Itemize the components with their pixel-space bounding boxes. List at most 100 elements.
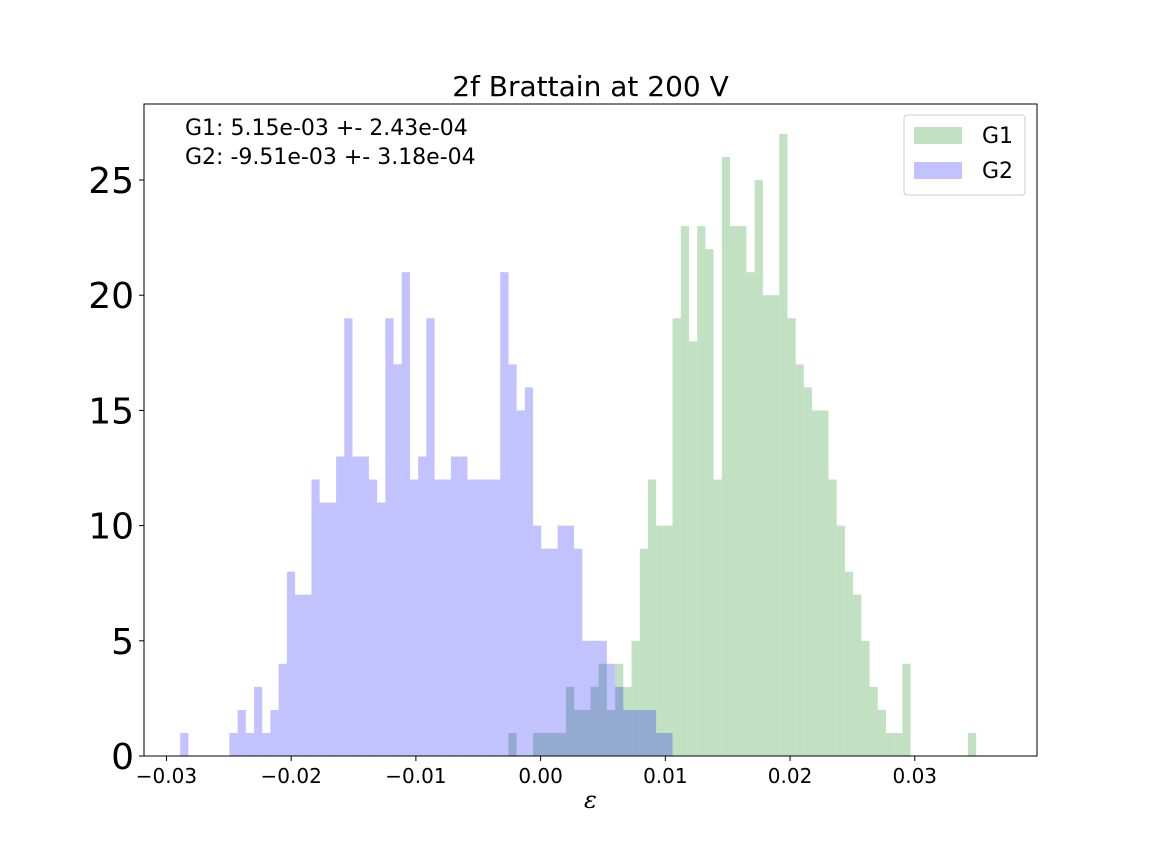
bar-g1-53 — [615, 663, 624, 756]
bar-g1-61 — [680, 226, 689, 756]
y-tick-label: 20 — [88, 276, 134, 317]
bar-g1-64 — [705, 249, 714, 756]
x-tick-label: 0.01 — [643, 764, 688, 788]
bar-g1-43 — [533, 732, 542, 756]
x-tick-label: 0.02 — [768, 764, 813, 788]
bar-g2-46 — [557, 525, 566, 756]
bar-g2-29 — [418, 456, 427, 756]
x-axis: −0.03 −0.02 −0.01 0.00 0.01 0.02 0.03 — [136, 756, 937, 788]
bar-g2-33 — [450, 456, 460, 756]
bar-g2-16 — [311, 479, 320, 756]
bar-g2-28 — [409, 479, 419, 756]
bar-g1-71 — [762, 295, 772, 756]
bar-g1-50 — [590, 686, 599, 756]
bar-g1-82 — [853, 594, 862, 756]
series-g2-bars — [180, 272, 673, 756]
bar-g2-52 — [606, 663, 616, 756]
bar-g2-37 — [483, 479, 493, 756]
bar-g1-72 — [771, 295, 780, 756]
y-tick-label: 25 — [88, 161, 134, 202]
bar-g2-49 — [582, 640, 591, 756]
bar-g2-56 — [639, 709, 648, 756]
axes-frame — [143, 103, 1038, 757]
bar-g2-7 — [237, 709, 246, 756]
legend-box — [903, 114, 1026, 196]
bar-g2-8 — [245, 732, 255, 756]
annotation-g1: G1: 5.15e-03 +- 2.43e-04 — [185, 116, 468, 141]
bar-g2-39 — [500, 272, 509, 756]
bar-g1-80 — [836, 525, 845, 756]
bar-g2-10 — [262, 732, 271, 756]
x-tick-label: 0.03 — [893, 764, 938, 788]
bar-g1-76 — [803, 387, 813, 756]
bar-g1-81 — [844, 571, 854, 756]
bar-g2-41 — [516, 410, 525, 756]
bar-g1-86 — [885, 732, 895, 756]
bar-g1-56 — [639, 548, 648, 756]
bar-g2-59 — [664, 732, 673, 756]
bar-g1-88 — [902, 663, 911, 756]
bar-g2-53 — [615, 686, 624, 756]
legend: G1 G2 — [903, 114, 1026, 196]
bar-g1-46 — [557, 732, 566, 756]
bar-g2-0 — [180, 732, 189, 756]
bar-g1-83 — [861, 640, 870, 756]
bar-g1-70 — [754, 180, 763, 757]
x-axis-label: ε — [584, 786, 597, 814]
legend-label-g2: G2 — [982, 159, 1013, 184]
bar-g2-9 — [254, 686, 263, 756]
bar-g1-44 — [541, 732, 550, 756]
legend-label-g1: G1 — [982, 124, 1013, 149]
bar-g2-47 — [565, 525, 575, 756]
bar-g2-57 — [647, 709, 657, 756]
y-axis: 0 5 10 15 20 25 — [88, 161, 144, 778]
bar-g1-66 — [721, 156, 731, 757]
bar-g2-14 — [295, 594, 304, 756]
bar-g2-18 — [327, 502, 337, 756]
x-tick-label: 0.00 — [518, 764, 563, 788]
bar-g1-57 — [647, 479, 657, 756]
bar-g1-58 — [656, 525, 665, 756]
bar-g1-55 — [631, 640, 640, 756]
y-tick-label: 10 — [88, 507, 134, 548]
series-g1-bars — [508, 133, 977, 757]
bar-g2-25 — [385, 318, 394, 756]
annotation-g2: G2: -9.51e-03 +- 3.18e-04 — [185, 145, 476, 170]
bar-g2-51 — [598, 640, 607, 756]
y-tick-label: 0 — [111, 737, 134, 778]
bar-g1-45 — [549, 732, 558, 756]
bar-g1-62 — [688, 341, 698, 756]
x-tick-label: −0.01 — [385, 764, 446, 788]
bar-g2-21 — [352, 456, 361, 756]
bar-g2-24 — [377, 502, 386, 756]
bar-g1-52 — [606, 709, 616, 756]
bar-g2-12 — [278, 663, 287, 756]
bar-g2-19 — [336, 456, 345, 756]
legend-swatch-g2 — [914, 162, 962, 179]
bar-g2-30 — [426, 318, 435, 756]
bar-g2-17 — [319, 502, 328, 756]
bar-g1-74 — [787, 318, 796, 756]
bar-g1-69 — [746, 272, 755, 756]
bar-g2-11 — [270, 709, 279, 756]
bar-g2-36 — [475, 479, 484, 756]
bar-g1-54 — [623, 686, 632, 756]
bar-g2-27 — [401, 272, 410, 756]
bar-g1-77 — [812, 410, 821, 756]
bar-g2-34 — [459, 456, 468, 756]
bar-g2-20 — [344, 318, 353, 756]
bar-g2-31 — [434, 479, 443, 756]
bar-g2-43 — [533, 525, 542, 756]
bar-g2-40 — [508, 364, 517, 756]
bar-g1-67 — [730, 226, 739, 756]
bar-g2-15 — [303, 594, 312, 756]
bar-g1-68 — [738, 226, 747, 756]
bar-g2-32 — [442, 479, 451, 756]
bar-g2-26 — [393, 364, 402, 756]
y-tick-label: 15 — [88, 391, 134, 432]
chart-title: 2f Brattain at 200 V — [452, 70, 729, 103]
bar-g2-38 — [492, 479, 501, 756]
bar-g2-48 — [574, 548, 583, 756]
bar-g1-85 — [877, 709, 886, 756]
bar-g2-54 — [623, 709, 632, 756]
